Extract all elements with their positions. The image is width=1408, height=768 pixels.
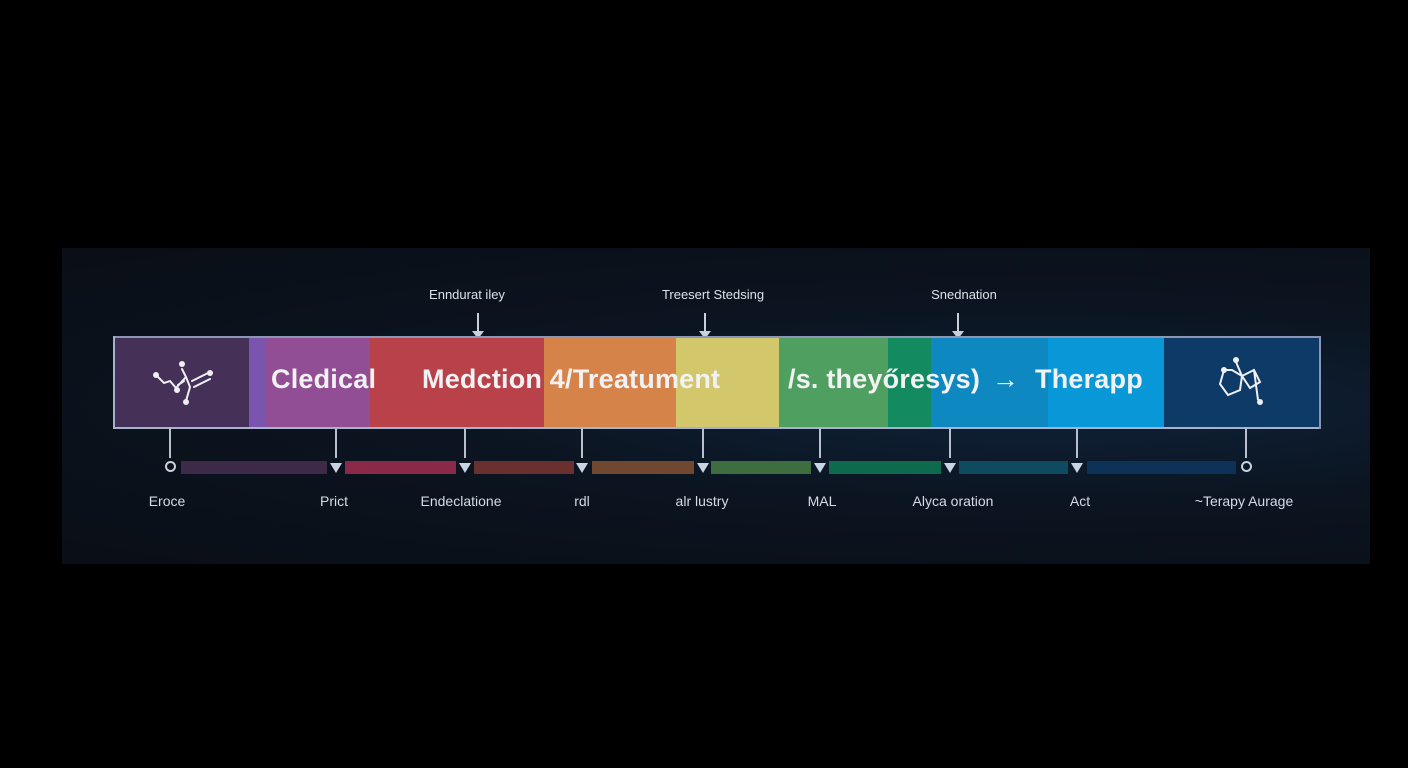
triangle-marker-icon: [576, 463, 588, 473]
timeline-bar: [181, 461, 327, 474]
triangle-marker-icon: [459, 463, 471, 473]
frame-line: [113, 336, 115, 429]
timeline-bar: [959, 461, 1068, 474]
triangle-marker-icon: [330, 463, 342, 473]
timeline-label: rdl: [574, 493, 590, 509]
down-arrow-icon: [699, 313, 711, 339]
timeline-bar: [829, 461, 941, 474]
timeline-bar: [592, 461, 694, 474]
tick-line: [949, 428, 951, 458]
circle-marker-icon: [165, 461, 176, 472]
molecule-icon: [153, 361, 213, 405]
tick-line: [1076, 428, 1078, 458]
timeline-label: MAL: [807, 493, 837, 509]
tick-line: [819, 428, 821, 458]
timeline-label: Prict: [320, 493, 348, 509]
timeline-label: Alyca oration: [912, 493, 994, 509]
triangle-marker-icon: [814, 463, 826, 473]
tick-line: [1245, 428, 1247, 458]
tick-line: [702, 428, 704, 458]
band-segment: [1048, 337, 1164, 428]
band-segment: [676, 337, 779, 428]
tick-line: [464, 428, 466, 458]
annotation-label: Snednation: [931, 287, 997, 302]
timeline-bar: [1087, 461, 1236, 474]
triangle-marker-icon: [944, 463, 956, 473]
tick-line: [169, 428, 171, 458]
triangle-marker-icon: [697, 463, 709, 473]
band-segment: [779, 337, 888, 428]
annotation-label: Enndurat iley: [429, 287, 505, 302]
timeline-label: alr lustry: [675, 493, 729, 509]
band-segment: [266, 337, 370, 428]
timeline-bar: [345, 461, 456, 474]
timeline-label: Endeclatione: [420, 493, 502, 509]
band-segment: [888, 337, 931, 428]
band-segment: [931, 337, 1048, 428]
triangle-marker-icon: [1071, 463, 1083, 473]
timeline-bar: [711, 461, 811, 474]
band-segment: [249, 337, 266, 428]
band-segment: [370, 337, 544, 428]
band-text: Cledical: [271, 364, 377, 394]
band-segment: [544, 337, 676, 428]
band-text: Medction 4/Treatument: [422, 364, 721, 394]
down-arrow-icon: [472, 313, 484, 339]
tick-line: [581, 428, 583, 458]
frame-line: [114, 336, 1321, 338]
timeline-label: Eroce: [148, 493, 186, 509]
band-text: /s. theyőresys): [788, 364, 981, 394]
arrow-right-icon: →: [992, 364, 1020, 394]
frame-line: [1319, 336, 1321, 429]
annotation-label: Treesert Stedsing: [661, 287, 765, 302]
timeline-bar: [474, 461, 574, 474]
molecule-icon: [1218, 357, 1263, 405]
timeline-label: ~Terapy Aurage: [1194, 493, 1294, 509]
tick-line: [335, 428, 337, 458]
band-text: Therapp: [1035, 364, 1143, 394]
circle-marker-icon: [1241, 461, 1252, 472]
frame-line: [114, 427, 1321, 429]
timeline-label: Act: [1069, 493, 1091, 509]
down-arrow-icon: [952, 313, 964, 339]
